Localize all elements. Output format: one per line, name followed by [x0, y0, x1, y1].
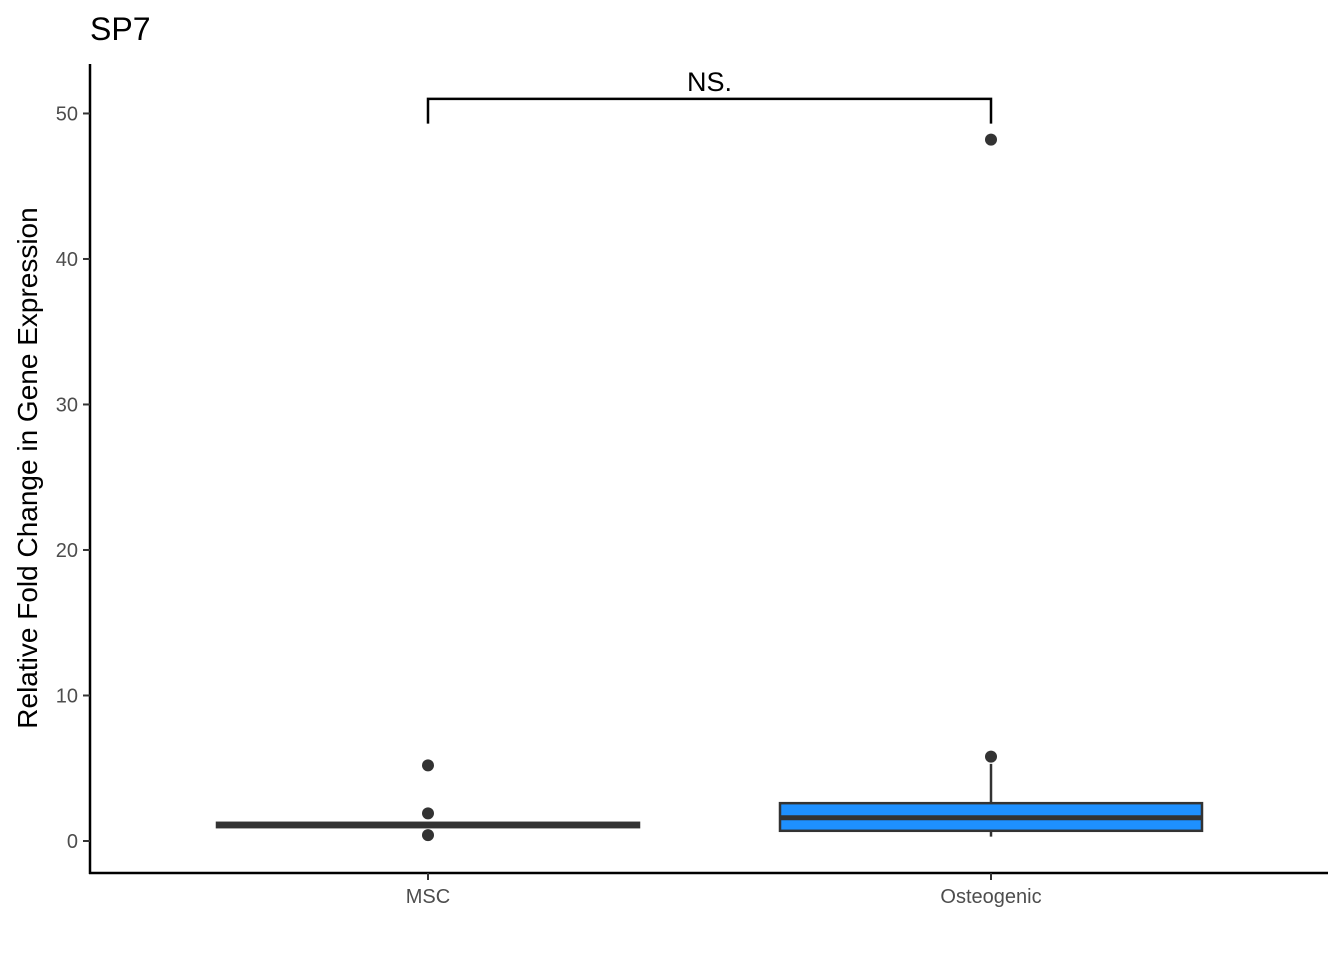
plot-area: 0 10 20 30 40 50 MSC Osteogenic NS. [56, 64, 1328, 908]
msc-outlier-2 [422, 807, 434, 820]
y-axis-label: Relative Fold Change in Gene Expression [12, 207, 43, 728]
x-tick-label-msc: MSC [406, 886, 450, 908]
y-tick-label-10: 10 [56, 685, 78, 707]
msc-outlier-3 [422, 829, 434, 842]
msc-outlier-1 [422, 759, 434, 772]
osteogenic-outlier-1 [985, 133, 997, 146]
osteogenic-outlier-2 [985, 750, 997, 763]
chart-title: SP7 [90, 11, 150, 47]
y-tick-label-50: 50 [56, 103, 78, 125]
y-tick-label-30: 30 [56, 394, 78, 416]
y-tick-label-20: 20 [56, 540, 78, 562]
y-tick-label-0: 0 [67, 831, 78, 853]
y-tick-label-40: 40 [56, 249, 78, 271]
significance-bracket [426, 97, 993, 124]
x-tick-label-osteogenic: Osteogenic [940, 886, 1041, 908]
significance-label: NS. [687, 67, 732, 97]
